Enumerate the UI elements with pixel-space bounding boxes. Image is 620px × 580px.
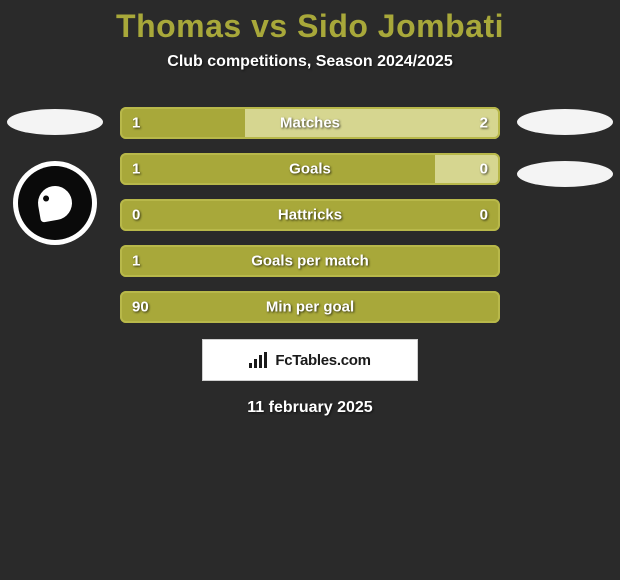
brand-box[interactable]: FcTables.com [202,339,418,381]
stat-seg-left [120,153,435,185]
stat-value-left: 90 [132,299,149,316]
club-flag-right [517,161,613,187]
stat-label: Goals [289,161,331,178]
club-badge-left [13,161,97,245]
stat-label: Goals per match [251,253,369,270]
date-line: 11 february 2025 [0,399,620,417]
right-column [510,107,620,213]
stat-bar: 1 2 Matches [120,107,500,139]
body-row: 1 2 Matches 1 0 Goals 0 0 Hattricks 1 Goals per ma… [0,107,620,323]
comparison-card: Thomas vs Sido Jombati Club competitions… [0,0,620,417]
stat-value-left: 1 [132,115,140,132]
stat-value-left: 1 [132,161,140,178]
chart-bars-icon [249,352,269,368]
stat-label: Matches [280,115,340,132]
stat-label: Min per goal [266,299,354,316]
stat-bar: 0 0 Hattricks [120,199,500,231]
left-column [0,107,110,245]
player-flag-right [517,109,613,135]
page-title: Thomas vs Sido Jombati [0,8,620,45]
subtitle: Club competitions, Season 2024/2025 [0,53,620,71]
stat-value-right: 2 [480,115,488,132]
stat-value-left: 1 [132,253,140,270]
bird-icon [35,183,74,222]
brand-text: FcTables.com [275,352,370,369]
stat-value-right: 0 [480,161,488,178]
stat-label: Hattricks [278,207,342,224]
stat-seg-right [435,153,500,185]
stat-bar: 1 Goals per match [120,245,500,277]
stat-value-left: 0 [132,207,140,224]
stats-column: 1 2 Matches 1 0 Goals 0 0 Hattricks 1 Goals per ma… [110,107,510,323]
stat-value-right: 0 [480,207,488,224]
player-flag-left [7,109,103,135]
stat-bar: 1 0 Goals [120,153,500,185]
club-badge-inner [18,166,92,240]
stat-bar: 90 Min per goal [120,291,500,323]
